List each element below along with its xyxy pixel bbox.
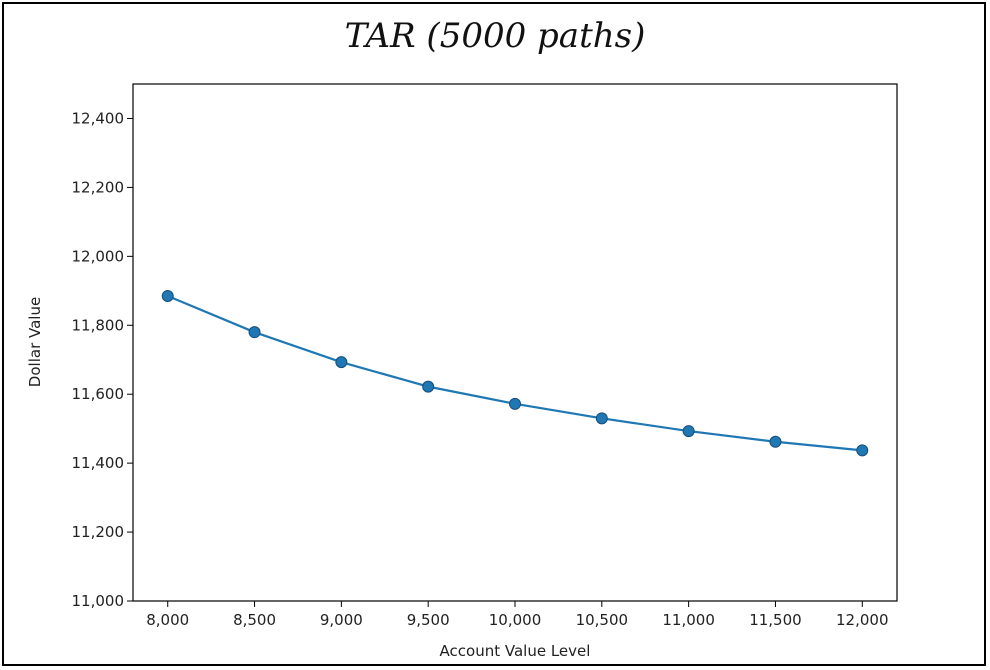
plot-area — [132, 83, 898, 602]
y-tick-label: 12,000 — [72, 247, 125, 265]
y-axis-label: Dollar Value — [26, 297, 44, 387]
x-tick-label: 11,500 — [749, 611, 802, 629]
y-axis-ticks: 11,000 11,200 11,400 11,600 11,800 12,000 12,2… — [72, 109, 133, 610]
y-tick-label: 12,200 — [72, 178, 125, 196]
y-tick-label: 12,400 — [72, 109, 125, 127]
x-tick-label: 12,000 — [836, 611, 889, 629]
y-tick-label: 11,000 — [72, 592, 125, 610]
data-point — [595, 412, 608, 425]
x-tick-label: 9,000 — [320, 611, 363, 629]
data-point — [769, 435, 782, 448]
data-point — [335, 356, 348, 369]
x-axis-ticks: 8,000 8,500 9,000 9,500 10,000 10,500 11,000 11… — [146, 601, 889, 629]
data-point — [161, 289, 174, 302]
y-tick-label: 11,200 — [72, 523, 125, 541]
x-tick-label: 8,000 — [146, 611, 189, 629]
data-point — [509, 397, 521, 410]
x-tick-label: 10,000 — [489, 611, 542, 629]
x-tick-label: 9,500 — [407, 611, 450, 629]
chart-title: TAR (5000 paths) — [0, 16, 990, 56]
x-tick-label: 11,000 — [662, 611, 715, 629]
y-tick-label: 11,400 — [72, 454, 125, 472]
data-point — [248, 326, 261, 339]
x-tick-label: 8,500 — [233, 611, 276, 629]
data-point — [856, 444, 869, 457]
data-point — [682, 425, 695, 438]
y-tick-label: 11,600 — [72, 385, 125, 403]
x-tick-label: 10,500 — [576, 611, 629, 629]
data-point — [422, 380, 435, 393]
y-tick-label: 11,800 — [72, 316, 125, 334]
chart-title-text: TAR (5000 paths) — [344, 16, 646, 56]
series-group — [161, 289, 869, 457]
x-axis-label: Account Value Level — [440, 642, 591, 660]
